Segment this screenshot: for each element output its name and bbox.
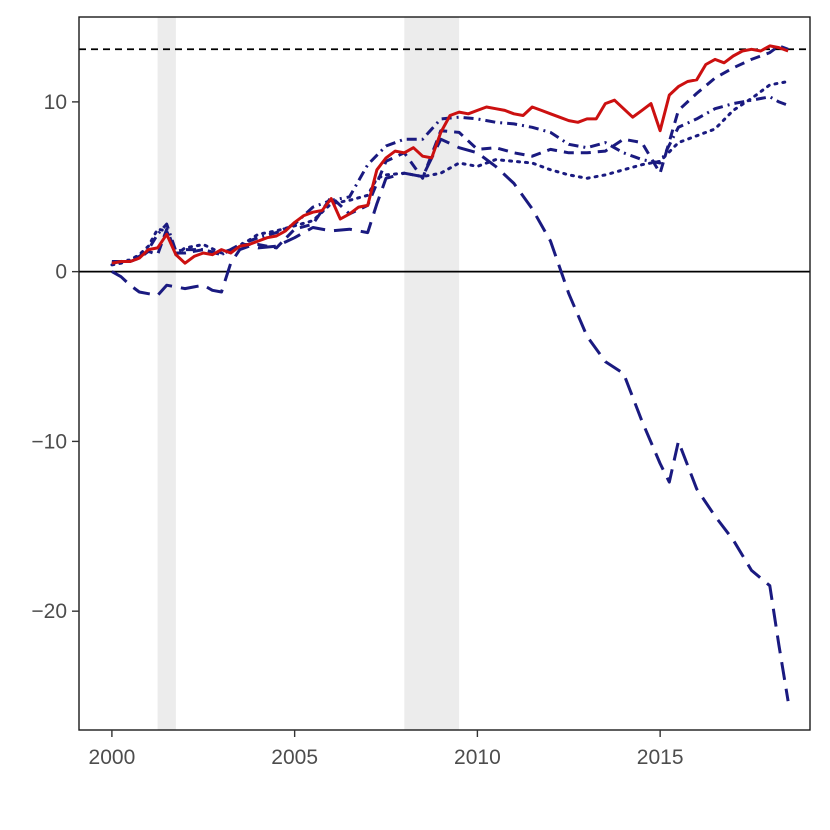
x-tick-label: 2000 [89,746,136,769]
series-lines [110,44,790,702]
series-line-4 [111,44,789,265]
x-tick-label: 2010 [454,746,501,769]
series-line-1 [111,137,790,702]
shaded-period-1 [157,17,176,730]
y-tick-label: 10 [44,91,67,114]
x-tick-label: 2005 [271,746,318,769]
shaded-period-2 [404,17,460,730]
x-axis: 2000 2005 2010 2015 [89,730,684,769]
series-line-3 [111,95,789,263]
y-tick-label: −20 [31,600,67,623]
y-tick-label: −10 [31,430,67,453]
reference-lines [79,48,810,273]
y-tick-label: 0 [55,261,67,284]
series-line-5 [111,44,789,265]
plot-panel-border [78,16,811,731]
x-tick-label: 2015 [637,746,684,769]
y-axis: −20 −10 0 10 [31,91,79,623]
recession-shading [157,17,460,730]
